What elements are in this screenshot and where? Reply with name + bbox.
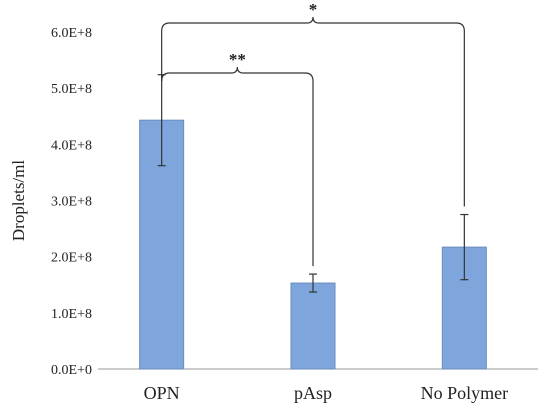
significance-bracket: ** [161,50,314,267]
y-tick-label: 5.0E+8 [51,82,92,97]
significance-label: * [309,0,318,19]
error-bar [309,273,317,293]
x-tick-label: No Polymer [421,383,509,403]
x-tick-label: pAsp [294,383,332,403]
significance-brackets: *** [161,0,465,267]
y-tick-label: 0.0E+0 [51,363,92,378]
y-tick-label: 2.0E+8 [51,251,92,266]
error-bars-group [157,74,469,293]
y-tick-label: 6.0E+8 [51,26,92,41]
x-axis-categories: OPN pAsp No Polymer [144,383,508,403]
y-tick-label: 4.0E+8 [51,138,92,153]
y-axis-title: Droplets/ml [9,160,28,241]
y-axis-ticks: 0.0E+0 1.0E+8 2.0E+8 3.0E+8 4.0E+8 5.0E+8 6.0E… [51,26,92,378]
y-tick-label: 1.0E+8 [51,307,92,322]
significance-label: ** [229,50,246,69]
significance-bracket: * [161,0,465,207]
bar-pasp [290,282,336,370]
y-tick-label: 3.0E+8 [51,195,92,210]
x-tick-label: OPN [144,383,180,403]
bracket-top [161,16,465,32]
error-bar [460,213,469,281]
bracket-top [161,66,314,82]
